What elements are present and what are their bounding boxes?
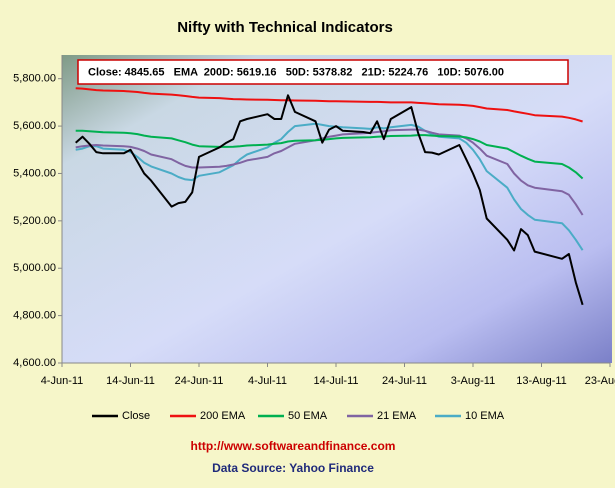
- x-tick-label: 23-Aug-11: [585, 375, 615, 387]
- chart-title: Nifty with Technical Indicators: [177, 19, 393, 36]
- footer-link: http://www.softwareandfinance.com: [191, 439, 396, 453]
- series-line: [75, 129, 584, 180]
- series-line: [75, 87, 583, 123]
- series-line: [75, 94, 584, 306]
- y-tick-label: 5,200.00: [13, 215, 56, 227]
- y-tick-label: 5,000.00: [13, 262, 56, 274]
- y-tick-label: 4,600.00: [13, 357, 56, 369]
- x-tick-label: 3-Aug-11: [451, 375, 495, 387]
- legend-label: 10 EMA: [465, 410, 505, 422]
- annotation-box: [77, 59, 569, 85]
- legend-label: 21 EMA: [377, 410, 417, 422]
- annotation: Close: 4845.65 EMA 200D: 5619.16 50D: 53…: [88, 66, 504, 78]
- x-tick-label: 24-Jun-11: [175, 375, 224, 387]
- legend-label: Close: [122, 410, 150, 422]
- legend-label: 200 EMA: [200, 410, 246, 422]
- y-tick-label: 5,400.00: [13, 167, 56, 179]
- x-tick-label: 24-Jul-11: [382, 375, 427, 387]
- x-tick-label: 13-Aug-11: [516, 375, 567, 387]
- series-line: [75, 122, 584, 251]
- x-tick-label: 14-Jul-11: [313, 375, 358, 387]
- legend-label: 50 EMA: [288, 410, 328, 422]
- y-tick-label: 5,600.00: [13, 120, 56, 132]
- y-tick-label: 5,800.00: [13, 73, 56, 85]
- x-tick-label: 4-Jul-11: [248, 375, 287, 387]
- x-tick-label: 4-Jun-11: [41, 375, 84, 387]
- y-tick-label: 4,800.00: [13, 310, 56, 322]
- x-tick-label: 14-Jun-11: [106, 375, 155, 387]
- footer-source: Data Source: Yahoo Finance: [212, 461, 374, 475]
